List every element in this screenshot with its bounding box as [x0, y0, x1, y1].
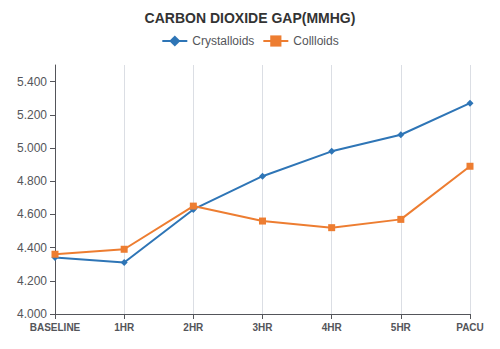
svg-text:2HR: 2HR: [183, 322, 204, 333]
svg-text:Collloids: Collloids: [293, 34, 338, 48]
svg-text:4HR: 4HR: [322, 322, 343, 333]
svg-text:CARBON DIOXIDE GAP(MMHG): CARBON DIOXIDE GAP(MMHG): [145, 10, 356, 26]
svg-text:Crystalloids: Crystalloids: [192, 34, 254, 48]
svg-text:4.200: 4.200: [17, 274, 47, 288]
svg-text:3HR: 3HR: [252, 322, 273, 333]
svg-text:5.000: 5.000: [17, 141, 47, 155]
svg-text:BASELINE: BASELINE: [30, 322, 81, 333]
svg-text:5.400: 5.400: [17, 75, 47, 89]
svg-text:1HR: 1HR: [114, 322, 135, 333]
svg-text:PACU: PACU: [456, 322, 484, 333]
svg-text:5.200: 5.200: [17, 108, 47, 122]
svg-text:5HR: 5HR: [391, 322, 412, 333]
svg-text:4.400: 4.400: [17, 241, 47, 255]
svg-text:4.800: 4.800: [17, 174, 47, 188]
svg-text:4.000: 4.000: [17, 307, 47, 321]
svg-text:4.600: 4.600: [17, 207, 47, 221]
